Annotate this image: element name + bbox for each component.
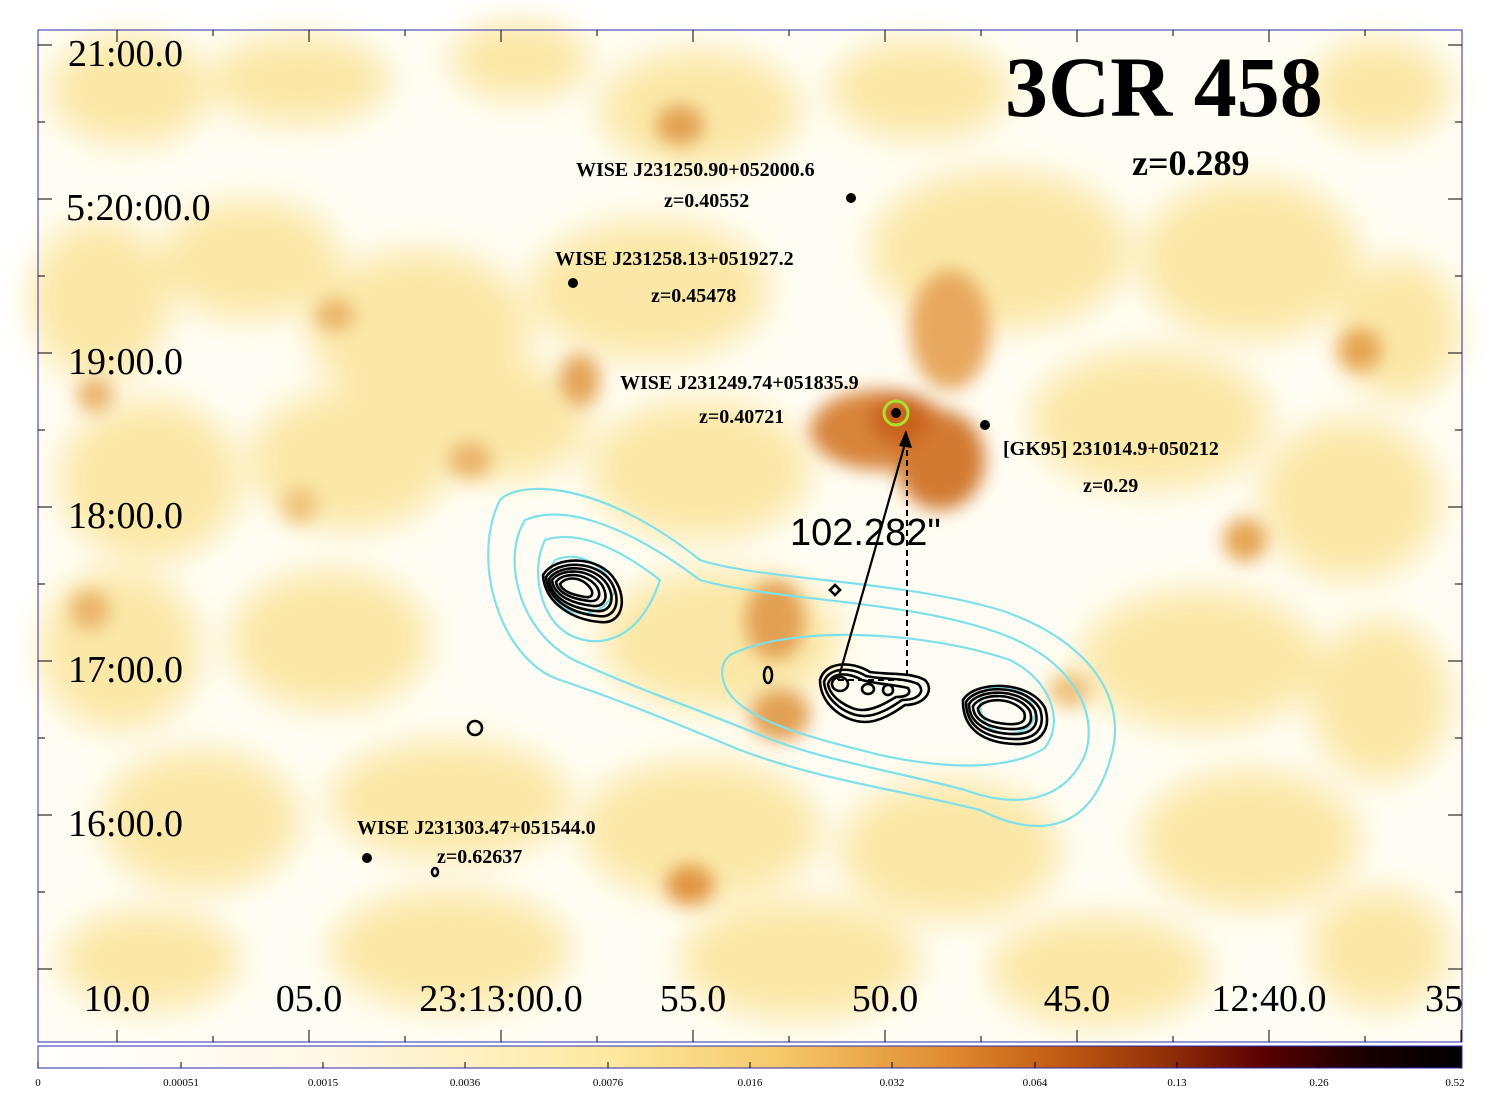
measurement-label: 102.282" — [790, 512, 941, 554]
colorbar-label: 0.064 — [1023, 1077, 1048, 1089]
dec-tick-label: 17:00.0 — [68, 649, 183, 691]
dec-tick-label: 5:20:00.0 — [66, 187, 211, 229]
source-name: [GK95] 231014.9+050212 — [1003, 438, 1219, 460]
colorbar-label: 0 — [35, 1077, 41, 1089]
source-name: WISE J231249.74+051835.9 — [620, 372, 859, 394]
colorbar-label: 0.26 — [1309, 1077, 1329, 1089]
colorbar-label: 0.13 — [1167, 1077, 1187, 1089]
ra-tick-labels: 10.0 05.0 23:13:00.0 55.0 50.0 45.0 12:4… — [84, 978, 1463, 1020]
ra-tick-label: 45.0 — [1044, 978, 1111, 1020]
source-markers — [362, 193, 990, 863]
source-marker — [568, 278, 578, 288]
radio-contours-black — [430, 559, 1049, 878]
ra-tick-label: 50.0 — [852, 978, 919, 1020]
source-redshift: z=0.40721 — [699, 406, 784, 428]
ra-tick-label: 35 — [1425, 978, 1463, 1020]
source-marker — [362, 853, 372, 863]
colorbar-label: 0.00051 — [163, 1077, 199, 1089]
source-name: WISE J231250.90+052000.6 — [576, 159, 815, 181]
ra-tick-label: 55.0 — [660, 978, 727, 1020]
source-redshift: z=0.62637 — [437, 846, 522, 868]
ra-tick-label: 12:40.0 — [1211, 978, 1326, 1020]
source-redshift: z=0.29 — [1083, 475, 1138, 497]
colorbar-label: 0.0036 — [450, 1077, 481, 1089]
ra-tick-label: 05.0 — [276, 978, 343, 1020]
colorbar-label: 0.0076 — [593, 1077, 624, 1089]
source-redshift: z=0.45478 — [651, 285, 736, 307]
colorbar-label: 0.016 — [738, 1077, 763, 1089]
figure-redshift: z=0.289 — [1132, 143, 1250, 183]
ra-tick-label: 10.0 — [84, 978, 151, 1020]
dec-tick-label: 19:00.0 — [68, 341, 183, 383]
measurement-arrow — [836, 430, 912, 681]
dec-tick-labels: 21:00.0 5:20:00.0 19:00.0 18:00.0 17:00.… — [66, 33, 211, 845]
ra-tick-label: 23:13:00.0 — [419, 978, 583, 1020]
emission-knots-layer — [70, 105, 1382, 905]
radio-contours-cyan — [487, 487, 1117, 828]
source-labels: WISE J231250.90+052000.6 z=0.40552 WISE … — [357, 159, 1219, 868]
dec-tick-label: 18:00.0 — [68, 495, 183, 537]
source-marker — [846, 193, 856, 203]
host-galaxy-ring — [882, 399, 910, 427]
axis-frame — [37, 29, 1463, 1043]
colorbar-label: 0.0015 — [308, 1077, 339, 1089]
dec-tick-label: 16:00.0 — [68, 803, 183, 845]
colorbar: 0 0.00051 0.0015 0.0036 0.0076 0.016 0.0… — [35, 1045, 1465, 1089]
source-name: WISE J231258.13+051927.2 — [555, 248, 794, 270]
source-name: WISE J231303.47+051544.0 — [357, 817, 596, 839]
source-marker — [891, 408, 901, 418]
source-redshift: z=0.40552 — [664, 190, 749, 212]
dec-tick-label: 21:00.0 — [68, 33, 183, 75]
colorbar-label: 0.032 — [880, 1077, 905, 1089]
source-marker — [980, 420, 990, 430]
colorbar-label: 0.52 — [1445, 1077, 1464, 1089]
figure-title: 3CR 458 — [1005, 39, 1323, 135]
